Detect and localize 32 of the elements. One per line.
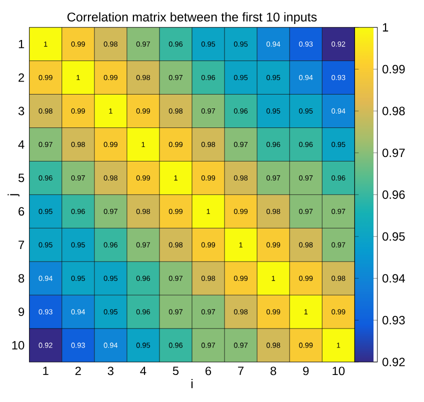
y-tick-label: 6 [18, 207, 24, 216]
chart-title: Correlation matrix between the first 10 inputs [67, 12, 317, 24]
y-axis-title: j [8, 194, 20, 196]
x-tick-label: 9 [303, 366, 309, 376]
color-bar-label: 1 [382, 23, 388, 32]
color-bar-label: 0.99 [382, 64, 405, 74]
x-tick-label: 7 [238, 366, 244, 375]
color-bar-label: 0.92 [382, 358, 405, 366]
x-tick-label: 2 [75, 366, 81, 376]
color-bar-label: 0.94 [382, 274, 405, 283]
y-tick-label: 2 [18, 73, 24, 82]
y-tick-label: 4 [18, 140, 24, 149]
x-axis-title: i [191, 378, 193, 388]
y-tick-label: 7 [18, 240, 24, 249]
color-bar-label: 0.97 [382, 148, 405, 158]
color-bar-label: 0.96 [382, 190, 405, 199]
y-tick-label: 8 [18, 274, 24, 283]
color-bar-label: 0.98 [382, 106, 405, 116]
x-tick-label: 4 [140, 366, 146, 375]
x-tick-label: 5 [172, 366, 179, 376]
color-bar-label: 0.95 [382, 232, 405, 241]
color-bar-label: 0.93 [382, 316, 405, 324]
x-tick-label: 1 [43, 366, 48, 375]
y-tick-label: 10 [12, 341, 24, 350]
x-tick-label: 10 [332, 366, 345, 376]
x-tick-label: 3 [108, 366, 114, 376]
y-tick-label: 3 [18, 106, 24, 116]
y-tick-label: 9 [18, 308, 24, 316]
x-tick-label: 8 [270, 366, 276, 376]
y-tick-label: 1 [18, 40, 24, 48]
y-tick-label: 5 [18, 174, 24, 182]
x-tick-label: 6 [206, 366, 212, 376]
